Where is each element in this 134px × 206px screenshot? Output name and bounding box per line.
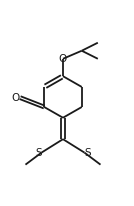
Text: S: S: [84, 147, 91, 158]
Text: O: O: [59, 54, 67, 64]
Text: S: S: [35, 147, 42, 158]
Text: O: O: [12, 93, 20, 103]
